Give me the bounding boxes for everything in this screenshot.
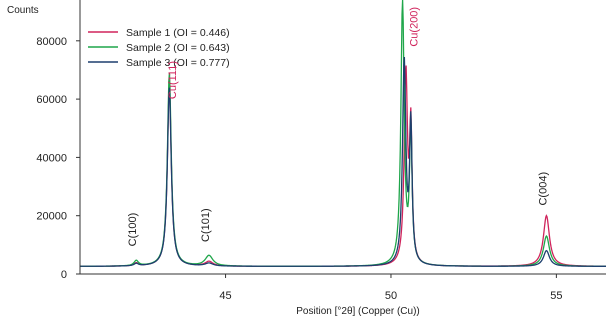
x-tick-label: 50 [385,290,397,302]
legend: Sample 1 (OI = 0.446) Sample 2 (OI = 0.64… [88,27,230,69]
series-line-1 [80,65,606,267]
y-tick-label: 0 [61,269,67,281]
x-tick-label: 55 [550,290,562,302]
y-tick-label: 20000 [36,211,67,223]
ticks: 45 50 55 0 20000 40000 60000 80000 [36,36,562,302]
peak-label: C(100) [127,213,139,247]
y-tick-label: 40000 [36,152,67,164]
peak-annotations: Cu(111) Cu(200) C(100) C(101) C(004) [127,7,549,246]
y-tick-label: 60000 [36,94,67,106]
y-axis-title: Counts [7,5,39,16]
legend-label: Sample 2 (OI = 0.643) [126,42,230,54]
peak-label: Cu(200) [408,7,420,47]
x-axis-title: Position [°2θ] (Copper (Cu)) [296,306,420,317]
x-tick-label: 45 [219,290,231,302]
peak-label: Cu(111) [167,61,179,99]
legend-label: Sample 3 (OI = 0.777) [126,57,230,69]
y-tick-label: 80000 [36,36,67,48]
peak-label: C(101) [200,208,212,242]
axes [79,0,606,275]
series-line-2 [80,0,606,267]
plot-area [80,0,606,267]
peak-label: C(004) [537,172,549,206]
legend-label: Sample 1 (OI = 0.446) [126,27,230,39]
series-line-3 [80,57,606,267]
